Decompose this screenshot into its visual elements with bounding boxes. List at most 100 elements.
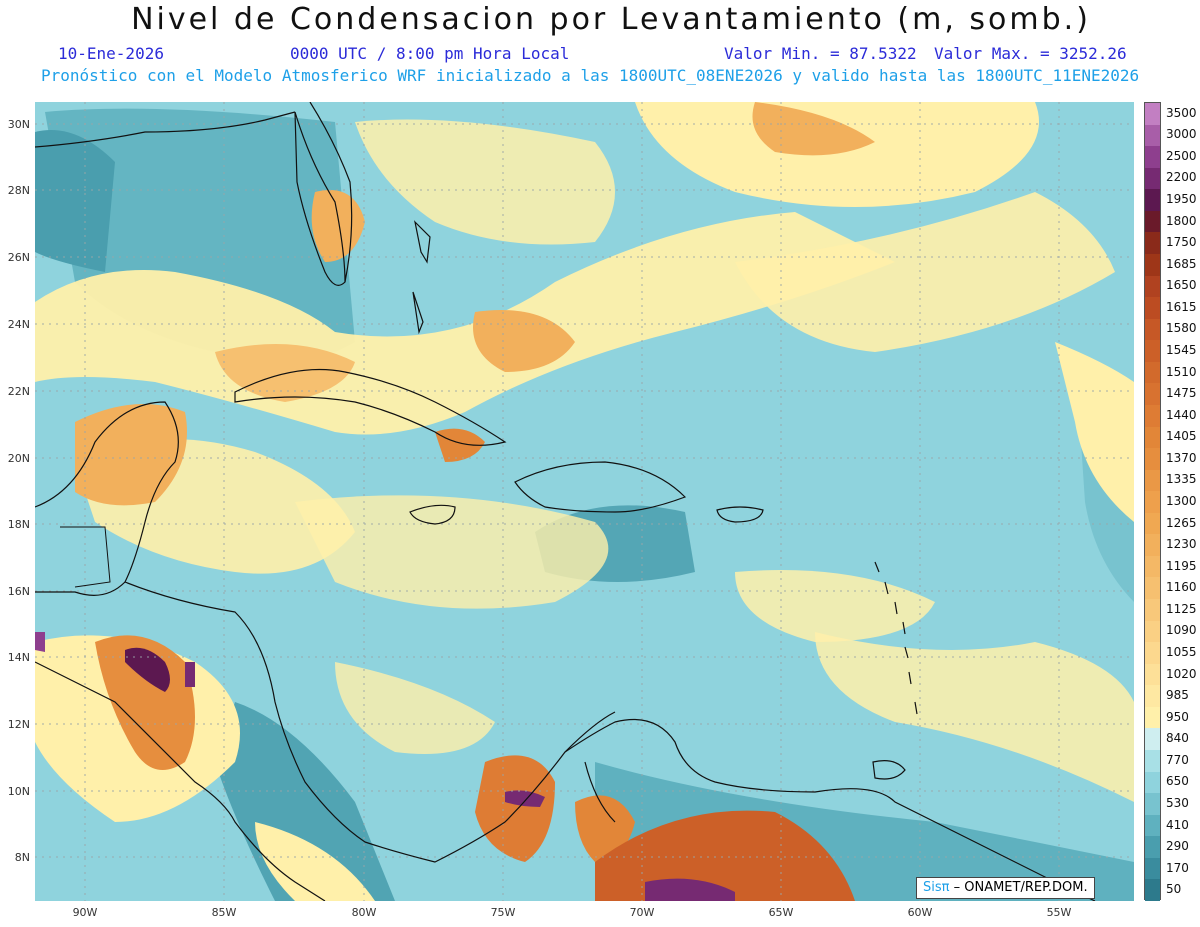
colorbar-label: 290 bbox=[1166, 839, 1189, 854]
lon-label-55w: 55W bbox=[1046, 906, 1072, 919]
colorbar-label: 1090 bbox=[1166, 623, 1197, 638]
max-value: Valor Max. = 3252.26 bbox=[934, 44, 1127, 63]
colorbar-segment bbox=[1145, 750, 1160, 773]
colorbar-label: 3000 bbox=[1166, 127, 1197, 142]
colorbar-label: 1545 bbox=[1166, 343, 1197, 358]
colorbar-label: 530 bbox=[1166, 795, 1189, 810]
colorbar-label: 1475 bbox=[1166, 386, 1197, 401]
colorbar-segment bbox=[1145, 103, 1160, 126]
lon-label-85w: 85W bbox=[211, 906, 237, 919]
colorbar-segment bbox=[1145, 469, 1160, 492]
colorbar-label: 3500 bbox=[1166, 105, 1197, 120]
colorbar-label: 1300 bbox=[1166, 494, 1197, 508]
lon-label-70w: 70W bbox=[629, 906, 655, 919]
colorbar-label: 1650 bbox=[1166, 278, 1197, 293]
colorbar-segment bbox=[1145, 210, 1160, 233]
colorbar-label: 650 bbox=[1166, 774, 1189, 789]
colorbar-label: 1335 bbox=[1166, 472, 1197, 487]
colorbar-label: 410 bbox=[1166, 817, 1189, 832]
colorbar-segment bbox=[1145, 685, 1160, 708]
colorbar-label: 2500 bbox=[1166, 148, 1197, 163]
colorbar-label: 1750 bbox=[1166, 235, 1197, 250]
lon-label-90w: 90W bbox=[72, 906, 98, 919]
credit-box: Sisπ – ONAMET/REP.DOM. bbox=[916, 877, 1095, 899]
lon-label-60w: 60W bbox=[907, 906, 933, 919]
colorbar-segment bbox=[1145, 232, 1160, 255]
colorbar-segment bbox=[1145, 599, 1160, 622]
map-title: Nivel de Condensacion por Levantamiento … bbox=[131, 2, 1091, 37]
min-value: Valor Min. = 87.5322 bbox=[724, 44, 917, 63]
colorbar-segment bbox=[1145, 167, 1160, 190]
borders bbox=[60, 526, 111, 588]
lat-label-30n: 30N bbox=[7, 118, 30, 131]
credit-text: – ONAMET/REP.DOM. bbox=[949, 880, 1088, 895]
colorbar bbox=[1144, 102, 1161, 902]
colorbar-label: 985 bbox=[1166, 688, 1189, 703]
colorbar-segment bbox=[1145, 642, 1160, 665]
sispi-logo: Sisπ bbox=[923, 880, 950, 895]
colorbar-label: 1950 bbox=[1166, 192, 1197, 207]
colorbar-label: 2200 bbox=[1166, 170, 1197, 185]
lon-label-80w: 80W bbox=[351, 906, 377, 919]
colorbar-segment bbox=[1145, 836, 1160, 859]
colorbar-label: 50 bbox=[1166, 882, 1182, 897]
colorbar-label: 1195 bbox=[1166, 558, 1197, 573]
colorbar-segment bbox=[1145, 857, 1160, 880]
colorbar-label: 1580 bbox=[1166, 321, 1197, 336]
colorbar-segment bbox=[1145, 189, 1160, 212]
lat-label-22n: 22N bbox=[7, 385, 30, 398]
colorbar-segment bbox=[1145, 318, 1160, 341]
colorbar-label: 1125 bbox=[1166, 601, 1197, 616]
colorbar-segment bbox=[1145, 728, 1160, 751]
colorbar-label: 1020 bbox=[1166, 666, 1197, 681]
lat-label-28n: 28N bbox=[7, 184, 30, 197]
colorbar-segment bbox=[1145, 620, 1160, 643]
lat-label-24n: 24N bbox=[7, 318, 30, 331]
colorbar-label: 1440 bbox=[1166, 407, 1197, 422]
model-info: Pronóstico con el Modelo Atmosferico WRF… bbox=[41, 66, 1140, 85]
colorbar-segment bbox=[1145, 491, 1160, 514]
valid-time: 0000 UTC / 8:00 pm Hora Local bbox=[290, 44, 570, 63]
colorbar-segment bbox=[1145, 534, 1160, 557]
lcl-field-map bbox=[35, 102, 1134, 901]
lcl-shading bbox=[35, 102, 1134, 901]
lat-label-12n: 12N bbox=[7, 718, 30, 731]
lat-label-14n: 14N bbox=[7, 651, 30, 664]
valid-date: 10-Ene-2026 bbox=[58, 44, 164, 63]
lat-label-10n: 10N bbox=[7, 785, 30, 798]
colorbar-label: 170 bbox=[1166, 860, 1189, 875]
colorbar-label: 1615 bbox=[1166, 299, 1197, 314]
colorbar-segment bbox=[1145, 361, 1160, 384]
lon-label-65w: 65W bbox=[768, 906, 794, 919]
lat-label-16n: 16N bbox=[7, 585, 30, 598]
colorbar-label: 1160 bbox=[1166, 580, 1197, 595]
colorbar-segment bbox=[1145, 253, 1160, 277]
colorbar-segment bbox=[1145, 340, 1160, 363]
colorbar-label: 1800 bbox=[1166, 213, 1197, 228]
colorbar-segment bbox=[1145, 814, 1160, 837]
lon-label-75w: 75W bbox=[490, 906, 516, 919]
colorbar-segment bbox=[1145, 146, 1160, 169]
lat-label-8n: 8N bbox=[14, 851, 30, 864]
colorbar-label: 1370 bbox=[1166, 450, 1197, 465]
colorbar-label: 1265 bbox=[1166, 515, 1197, 530]
colorbar-segment bbox=[1145, 383, 1160, 406]
colorbar-segment bbox=[1145, 555, 1160, 578]
colorbar-segment bbox=[1145, 771, 1160, 794]
colorbar-segment bbox=[1145, 124, 1160, 147]
colorbar-segment bbox=[1145, 879, 1160, 902]
colorbar-segment bbox=[1145, 275, 1160, 298]
colorbar-segment bbox=[1145, 426, 1160, 449]
lat-label-26n: 26N bbox=[7, 251, 30, 264]
colorbar-label: 1405 bbox=[1166, 429, 1197, 444]
colorbar-label: 770 bbox=[1166, 752, 1189, 767]
colorbar-label: 1055 bbox=[1166, 644, 1197, 659]
graticule bbox=[35, 102, 1134, 901]
coastlines bbox=[35, 102, 1096, 901]
colorbar-segment bbox=[1145, 706, 1160, 729]
colorbar-segment bbox=[1145, 663, 1160, 686]
colorbar-label: 1685 bbox=[1166, 256, 1197, 271]
lat-label-20n: 20N bbox=[7, 452, 30, 465]
colorbar-segment bbox=[1145, 577, 1160, 600]
colorbar-label: 840 bbox=[1166, 731, 1189, 746]
